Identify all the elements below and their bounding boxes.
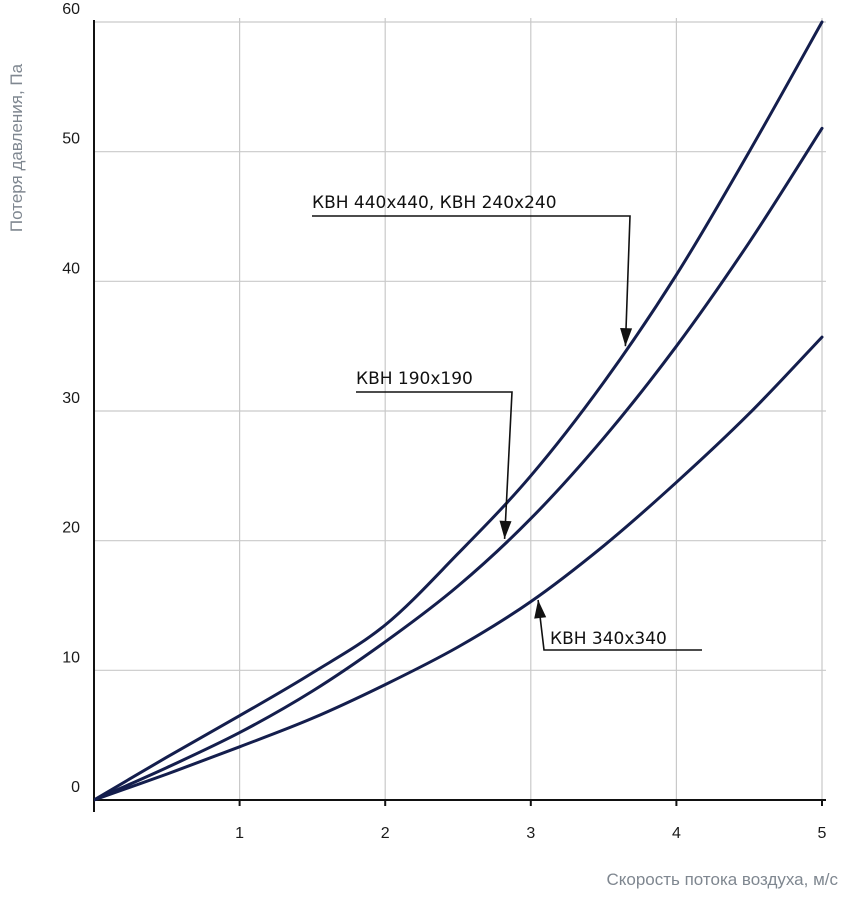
annotation-arrowhead bbox=[499, 520, 512, 539]
y-axis-title: Потеря давления, Па bbox=[7, 63, 26, 232]
annotation-1: КВН 440x440, КВН 240x240 bbox=[312, 193, 633, 347]
x-tick-label: 4 bbox=[672, 825, 681, 842]
y-tick-label: 10 bbox=[62, 649, 80, 666]
axes bbox=[93, 20, 826, 812]
y-tick-label: 30 bbox=[62, 390, 80, 407]
annotation-label: КВН 340x340 bbox=[550, 629, 667, 649]
y-tick-label: 50 bbox=[62, 131, 80, 148]
annotation-arrowhead bbox=[534, 600, 547, 619]
x-axis-title: Скорость потока воздуха, м/с bbox=[606, 870, 838, 889]
annotation-label: КВН 190x190 bbox=[356, 369, 473, 389]
x-tick-label: 1 bbox=[235, 825, 244, 842]
y-tick-label: 20 bbox=[62, 520, 80, 537]
x-tick-label: 3 bbox=[526, 825, 535, 842]
curve-annotations: КВН 440x440, КВН 240x240 КВН 190x190 КВН 3… bbox=[312, 193, 702, 651]
annotation-leader bbox=[537, 599, 702, 651]
y-tick-label: 0 bbox=[71, 779, 80, 796]
annotation-3: КВН 340x340 bbox=[534, 599, 702, 651]
series-line-2 bbox=[94, 126, 824, 802]
curves bbox=[94, 20, 824, 802]
annotation-2: КВН 190x190 bbox=[356, 369, 513, 539]
annotation-label: КВН 440x440, КВН 240x240 bbox=[312, 193, 557, 213]
annotation-leader bbox=[356, 391, 513, 539]
grid-lines bbox=[94, 18, 826, 800]
y-tick-label: 40 bbox=[62, 260, 80, 277]
series-line-1 bbox=[94, 20, 824, 802]
x-tick-label: 2 bbox=[381, 825, 390, 842]
annotation-arrowhead bbox=[620, 328, 633, 347]
annotation-leader bbox=[312, 215, 631, 347]
x-tick-label: 5 bbox=[818, 825, 827, 842]
series-line-3 bbox=[94, 335, 824, 802]
y-tick-label: 60 bbox=[62, 1, 80, 18]
